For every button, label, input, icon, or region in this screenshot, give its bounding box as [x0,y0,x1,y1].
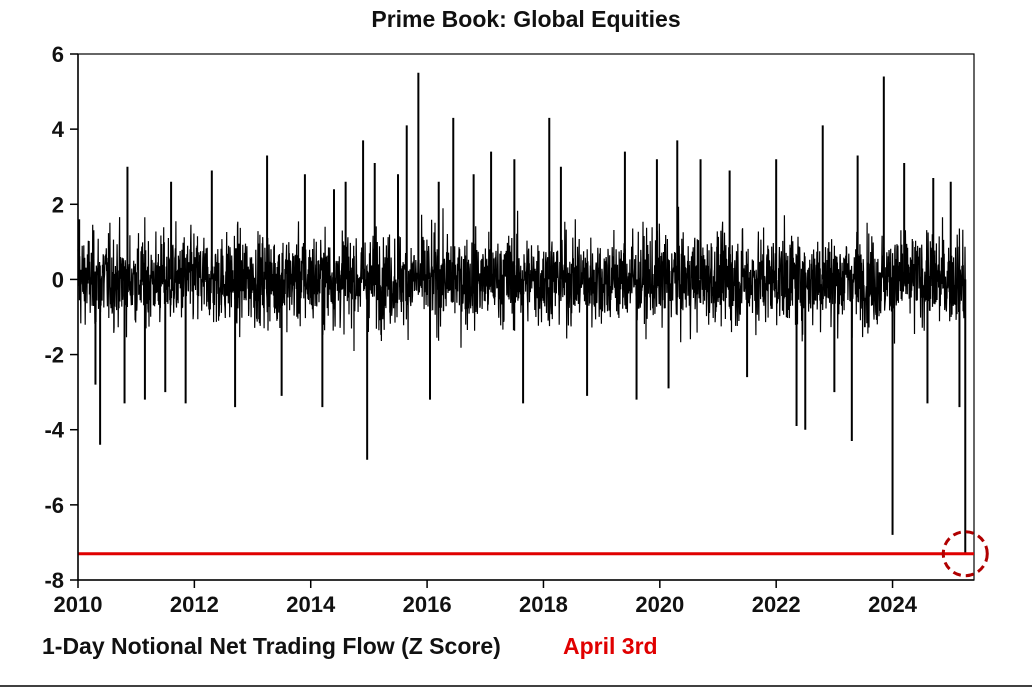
y-tick-label: 4 [52,117,65,142]
y-tick-label: -2 [44,343,64,368]
x-ticks: 2010 2012 2014 2016 2018 2020 2022 2024 [54,580,918,617]
x-tick-label: 2016 [403,592,452,617]
legend-series-label: 1-Day Notional Net Trading Flow (Z Score… [42,633,501,659]
spike-layer [78,72,967,554]
annotation-circle [941,530,989,578]
x-tick-label: 2012 [170,592,219,617]
series-layer [77,206,966,352]
chart-title: Prime Book: Global Equities [371,6,680,32]
y-tick-label: 6 [52,42,64,67]
x-tick-label: 2018 [519,592,568,617]
y-tick-label: -4 [44,418,64,443]
plot-area [77,53,989,581]
x-tick-label: 2022 [752,592,801,617]
y-tick-label: -8 [44,568,64,593]
x-tick-label: 2024 [868,592,918,617]
y-tick-label: 2 [52,192,64,217]
y-tick-label: -6 [44,493,64,518]
x-tick-label: 2020 [635,592,684,617]
x-tick-label: 2014 [286,592,336,617]
x-tick-label: 2010 [54,592,103,617]
plot-frame [77,53,975,581]
y-tick-label: 0 [52,267,64,292]
legend-annotation-label: April 3rd [563,633,658,659]
y-ticks: 6 4 2 0 -2 -4 -6 -8 [44,42,78,593]
series-line [77,206,966,352]
